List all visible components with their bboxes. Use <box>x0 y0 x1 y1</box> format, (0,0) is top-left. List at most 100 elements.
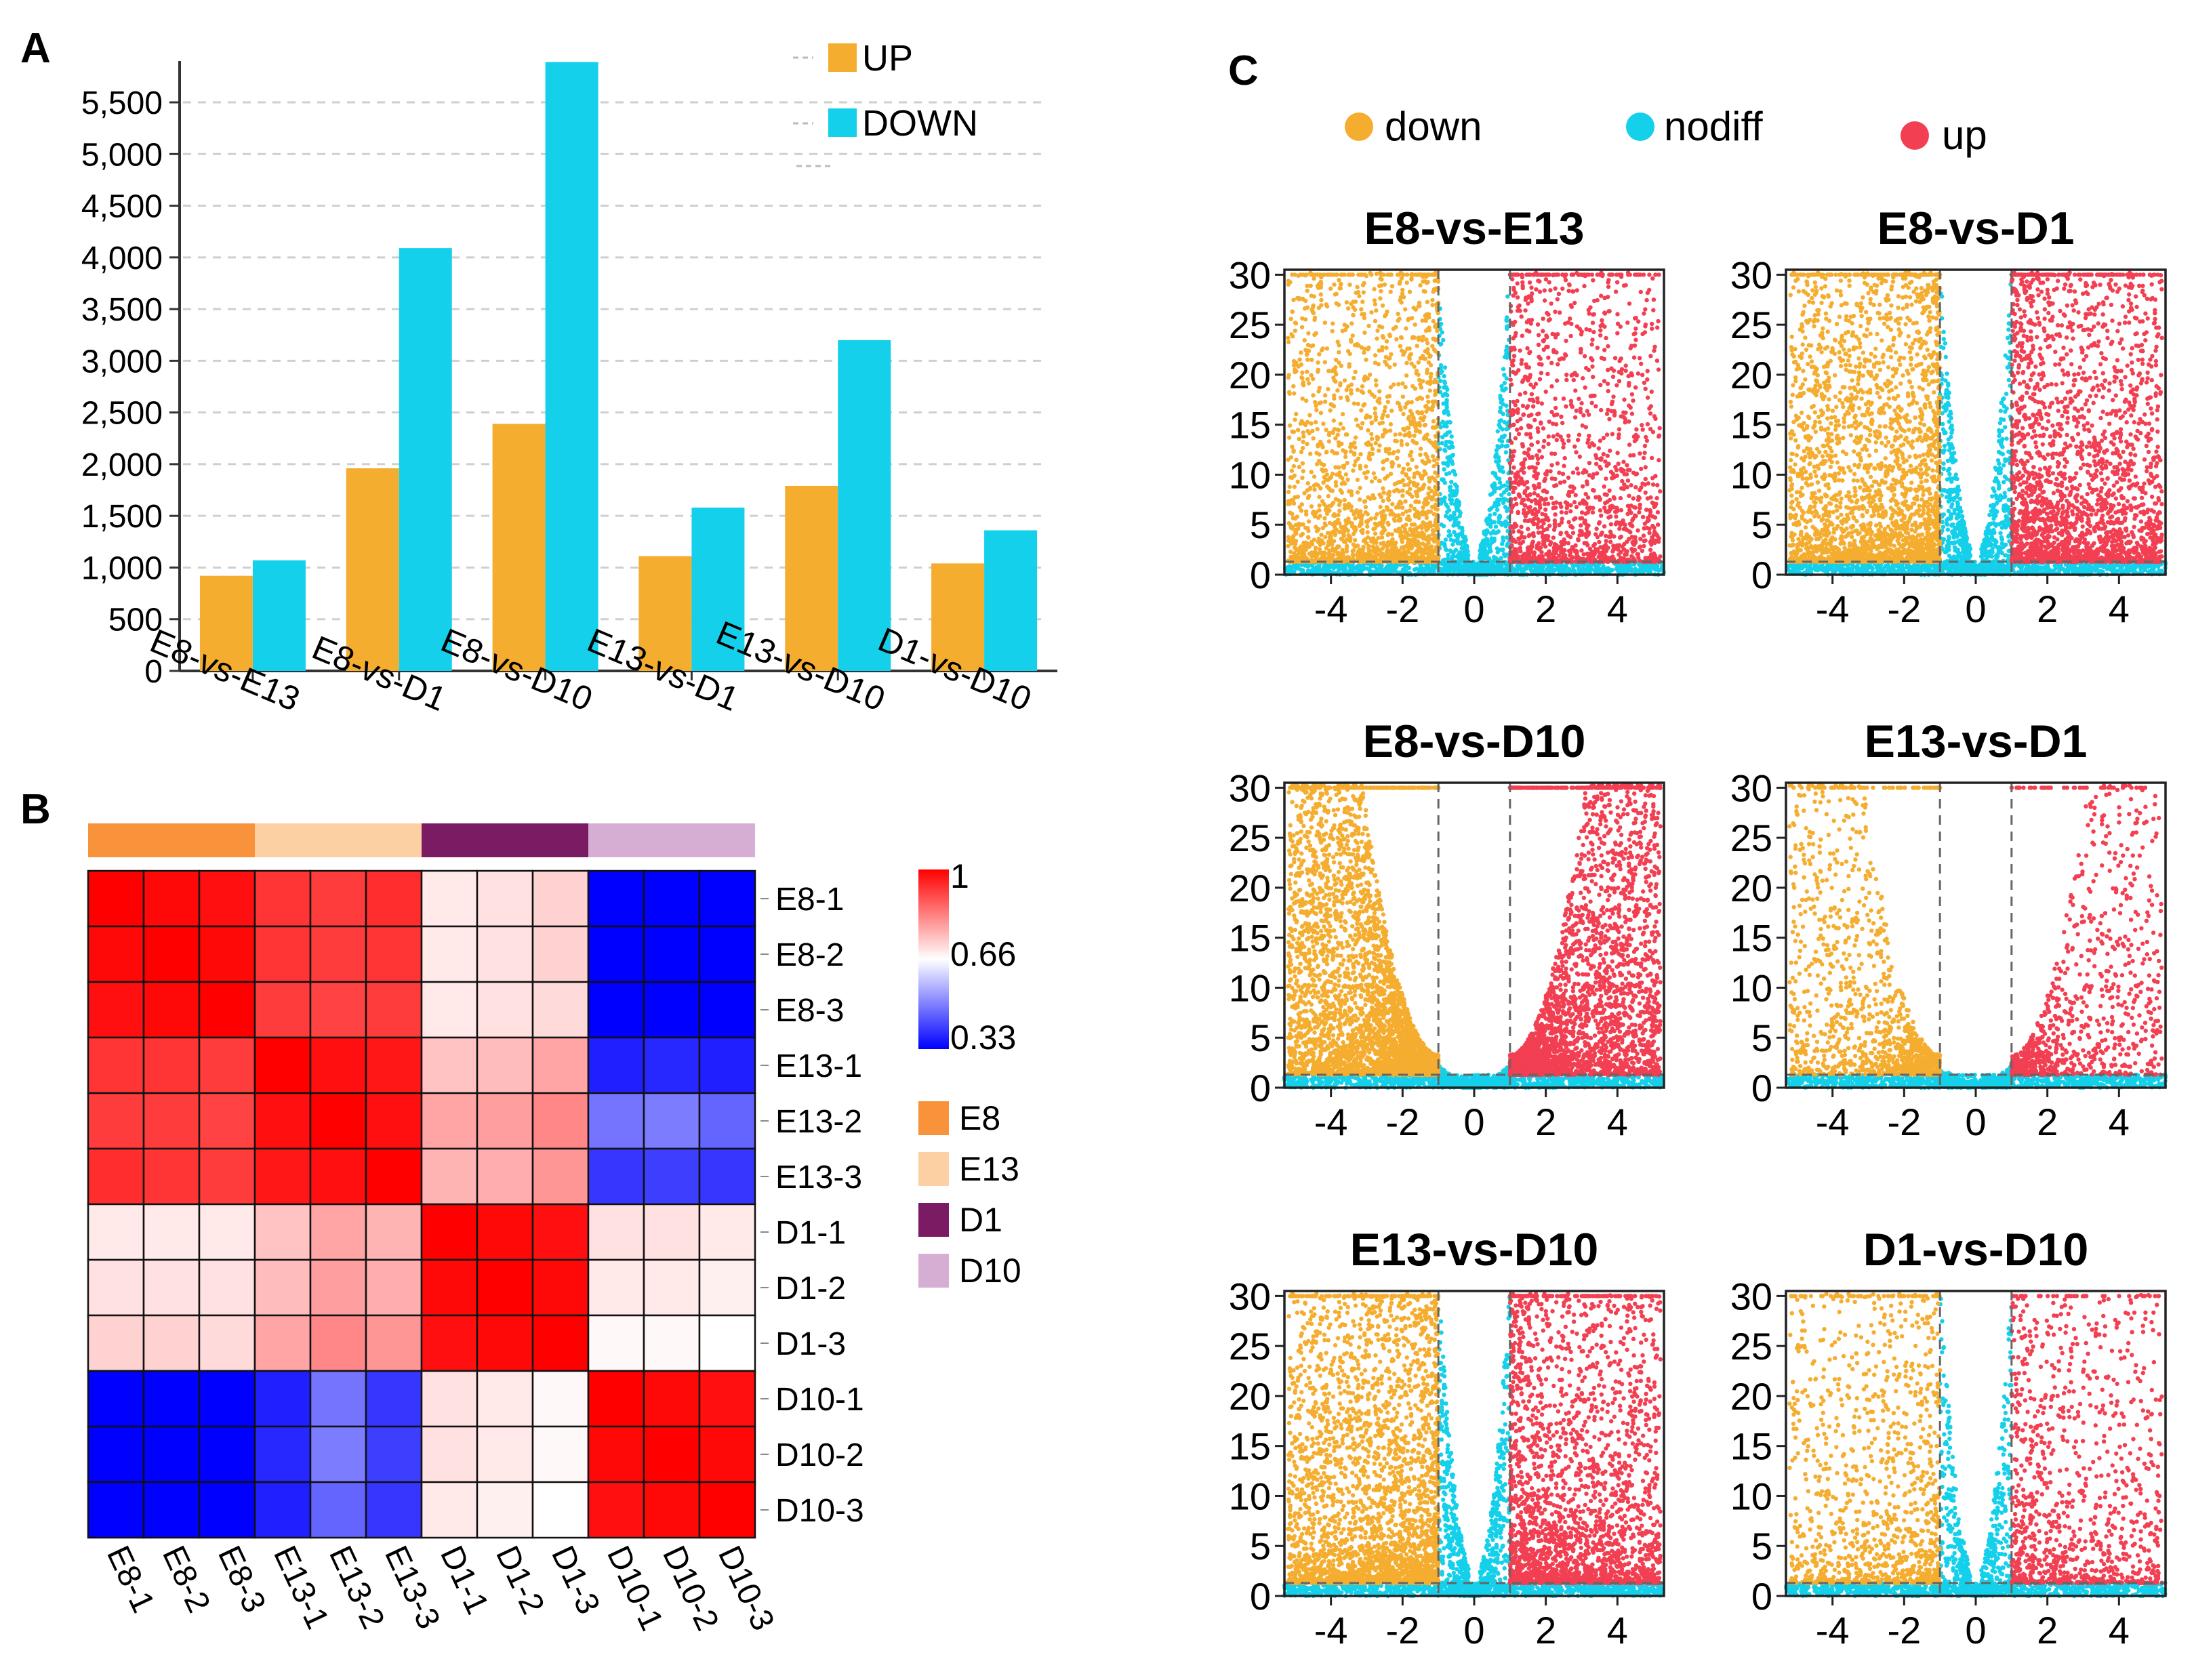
heatmap-cell <box>477 1371 533 1427</box>
down-point <box>1369 432 1373 436</box>
down-point <box>1356 402 1360 406</box>
up-point <box>1523 391 1527 395</box>
group-bar-D1 <box>533 823 588 857</box>
up-point <box>1522 412 1526 416</box>
down-point <box>1381 491 1385 495</box>
down-point <box>1388 334 1392 338</box>
up-point <box>1551 535 1556 539</box>
up-point <box>1580 510 1584 514</box>
up-point <box>1515 399 1519 403</box>
up-point <box>1607 489 1611 493</box>
nodiff-point <box>1511 568 1516 572</box>
heatmap-cell <box>422 1260 477 1315</box>
up-point <box>1562 480 1566 484</box>
down-point <box>1413 420 1417 424</box>
up-point <box>1617 427 1621 431</box>
heatmap-cell <box>366 1482 422 1538</box>
down-point <box>1346 516 1350 520</box>
down-point <box>1306 496 1310 500</box>
nodiff-point <box>1441 338 1445 342</box>
group-bar-D1 <box>422 823 477 857</box>
down-point <box>1312 276 1316 281</box>
nodiff-point <box>1441 558 1445 562</box>
down-point <box>1319 292 1323 296</box>
down-point <box>1334 483 1338 487</box>
down-point <box>1299 350 1303 354</box>
volcano-grid: E8-vs-E13051015202530-4 -2 0 2 4E8-vs-D10510… <box>1229 203 2168 1652</box>
down-point <box>1325 472 1329 476</box>
down-point <box>1421 354 1425 358</box>
down-point <box>1348 445 1352 449</box>
down-point <box>1353 445 1357 449</box>
down-point <box>1418 283 1422 287</box>
nodiff-point <box>1452 530 1456 534</box>
heatmap-cell <box>310 1204 366 1260</box>
up-point <box>1583 354 1587 358</box>
down-point <box>1412 483 1416 487</box>
nodiff-point <box>1457 567 1461 571</box>
up-point <box>1608 540 1612 544</box>
up-point <box>1521 404 1525 408</box>
nodiff-point <box>1503 483 1507 487</box>
down-point <box>1314 483 1318 487</box>
down-point <box>1341 329 1345 333</box>
down-point <box>1311 305 1315 309</box>
down-point <box>1366 518 1370 523</box>
panel-a-label: A <box>20 25 51 72</box>
down-point <box>1372 471 1376 475</box>
heatmap-cell <box>699 1038 755 1093</box>
nodiff-point <box>1501 412 1505 416</box>
down-point <box>1413 323 1417 327</box>
nodiff-point <box>1479 545 1483 549</box>
down-point <box>1328 408 1333 412</box>
nodiff-point <box>1341 567 1345 571</box>
heatmap-cell <box>255 1260 310 1315</box>
down-point <box>1293 474 1297 478</box>
heatmap-cell <box>477 926 533 982</box>
down-point <box>1318 486 1322 490</box>
down-point <box>1366 535 1370 539</box>
down-point <box>1356 343 1360 347</box>
heatmap-cell <box>366 1093 422 1149</box>
down-point <box>1373 516 1377 520</box>
down-point <box>1361 390 1365 394</box>
down-point <box>1301 396 1305 401</box>
down-point <box>1307 519 1311 523</box>
down-point <box>1381 421 1385 425</box>
group-bar-E8 <box>144 823 199 857</box>
down-point <box>1346 505 1350 509</box>
up-point <box>1645 438 1649 443</box>
nodiff-point <box>1504 352 1508 356</box>
down-point <box>1334 358 1338 362</box>
legend-up-dot <box>1901 121 1929 150</box>
up-point <box>1528 505 1532 509</box>
heatmap-cell <box>699 1371 755 1427</box>
down-point <box>1431 528 1435 532</box>
down-point <box>1375 512 1379 516</box>
heatmap-cell <box>533 1371 588 1427</box>
up-point <box>1561 472 1565 476</box>
up-point <box>1581 484 1585 488</box>
heatmap-cell <box>588 1260 644 1315</box>
nodiff-point <box>1495 502 1499 506</box>
up-point <box>1618 535 1622 539</box>
down-point <box>1314 525 1318 529</box>
nodiff-point <box>1393 569 1397 573</box>
up-point <box>1633 439 1637 443</box>
heatmap-row-label: E8-2 <box>775 937 844 973</box>
down-point <box>1436 279 1440 283</box>
up-point <box>1656 523 1660 527</box>
nodiff-point <box>1461 569 1465 573</box>
down-point <box>1374 415 1378 419</box>
heatmap-cells <box>88 871 755 1538</box>
down-point <box>1370 420 1374 424</box>
up-point <box>1555 378 1559 382</box>
up-point <box>1599 408 1603 412</box>
down-point <box>1423 522 1427 526</box>
up-point <box>1604 476 1608 480</box>
down-point <box>1400 443 1404 447</box>
down-point <box>1394 325 1398 329</box>
up-point <box>1542 439 1546 443</box>
panel-b-label: B <box>20 786 51 833</box>
down-point <box>1430 408 1434 412</box>
